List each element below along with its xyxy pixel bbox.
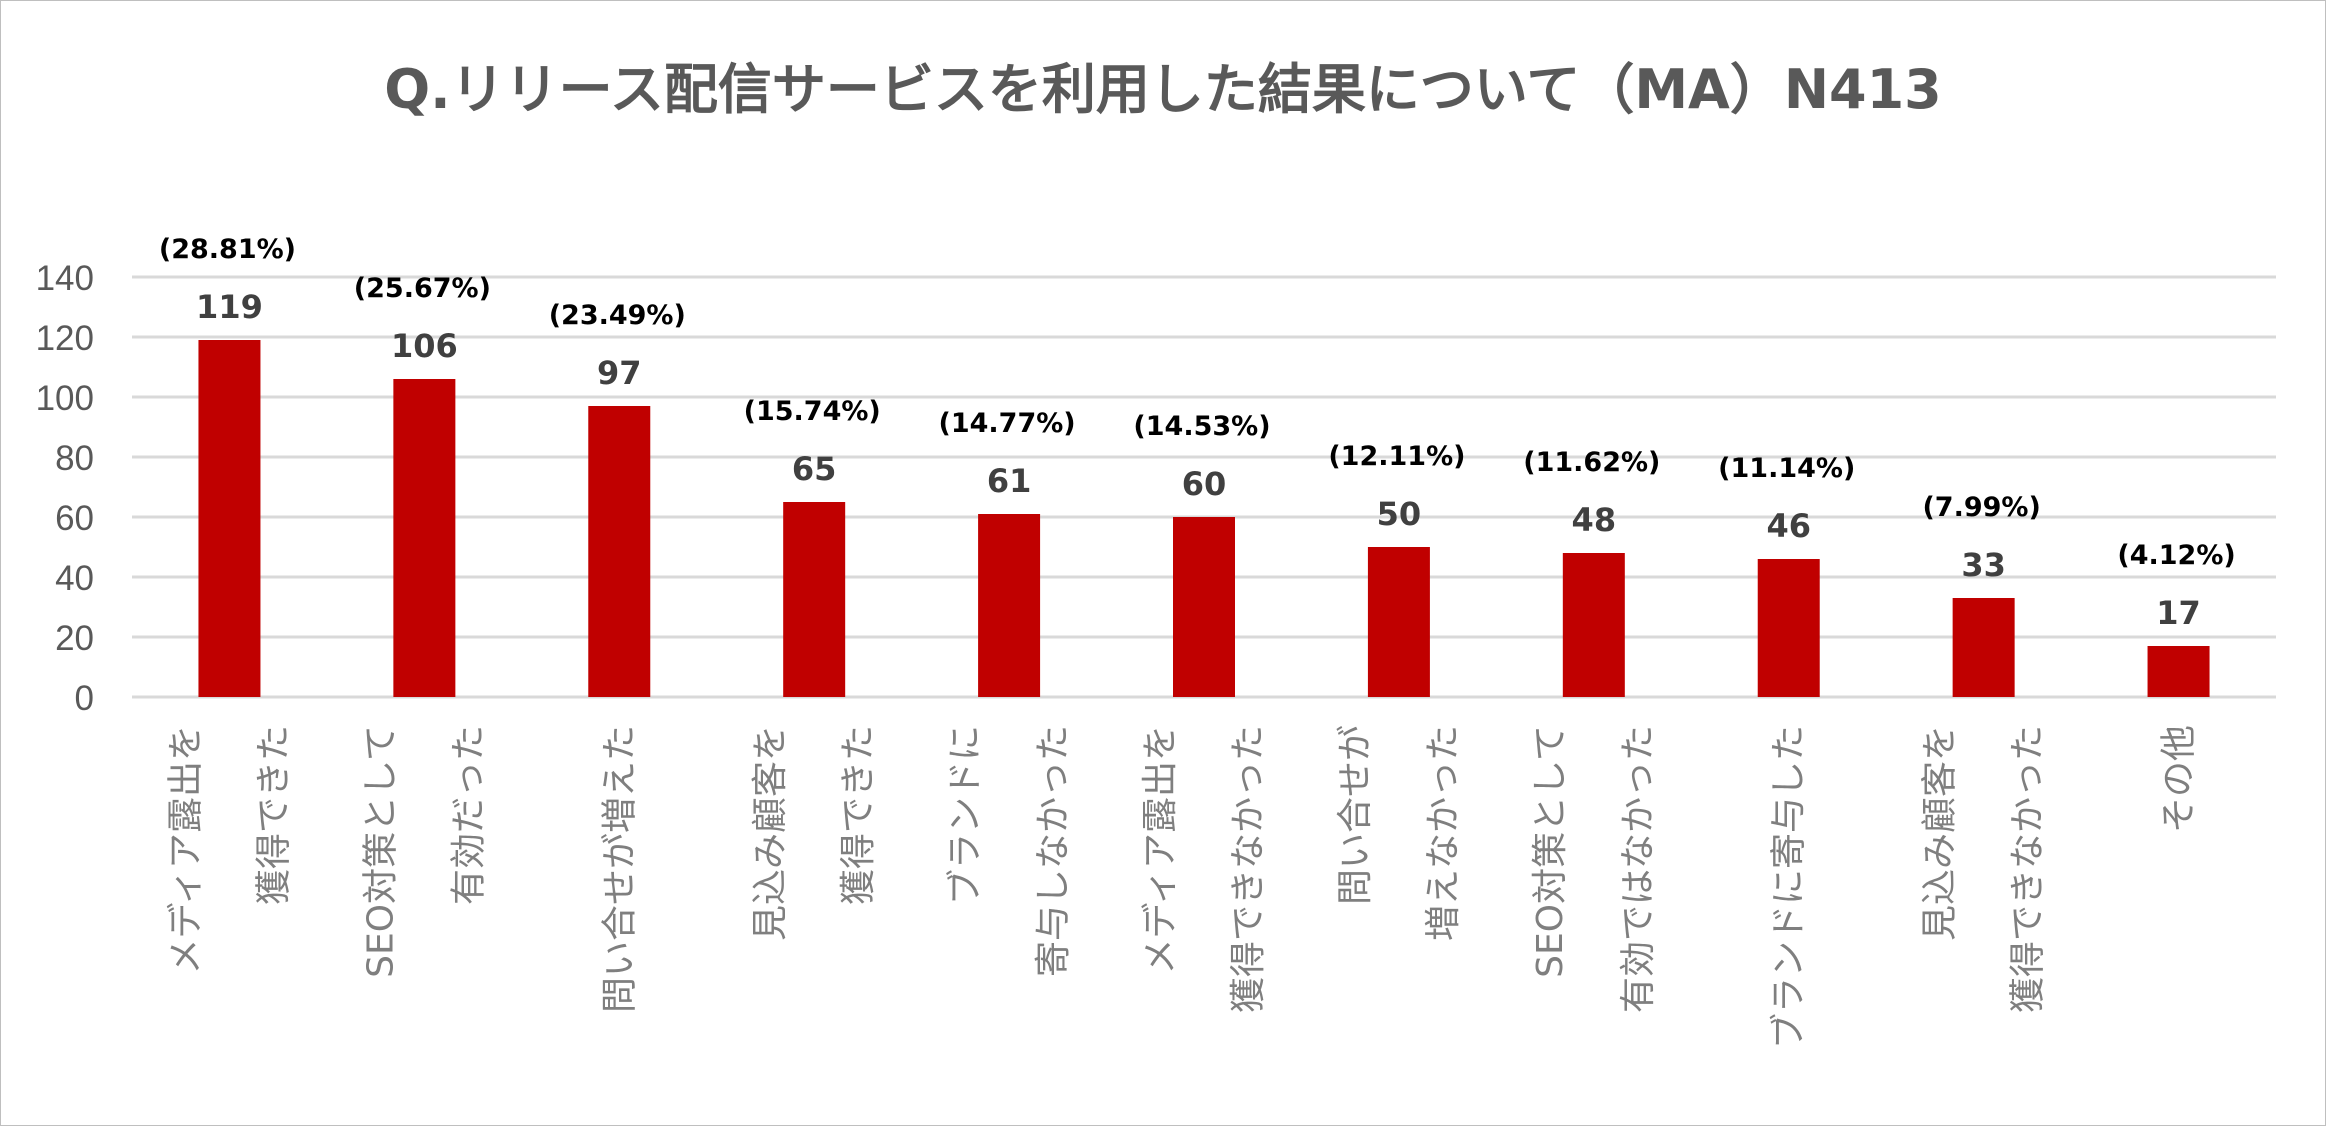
y-tick-label: 140: [36, 259, 94, 298]
gridlines: [132, 275, 2276, 699]
category-label: 問い合せが: [1335, 725, 1376, 905]
bar: [393, 379, 456, 697]
value-label: 65: [792, 450, 837, 488]
bar: [1367, 547, 1430, 697]
value-label: 50: [1377, 495, 1422, 533]
category-label: 有効だった: [448, 725, 489, 905]
percent-label: (11.62%): [1523, 447, 1660, 478]
y-tick-label: 80: [55, 439, 94, 478]
percent-label: (14.77%): [939, 408, 1076, 439]
category-label: ブランドに: [945, 725, 986, 905]
bar: [1173, 517, 1235, 697]
category-label: ブランドに寄与した: [1769, 725, 1810, 1049]
value-label: 33: [1961, 546, 2006, 584]
category-label: その他: [2159, 725, 2200, 833]
category-label: 獲得できた: [838, 725, 879, 905]
chart-title: Q.リリース配信サービスを利用した結果について（MA）N413: [384, 58, 1942, 121]
category-label: 寄与しなかった: [1033, 725, 1074, 977]
value-label: 119: [196, 288, 263, 326]
percent-label: (28.81%): [159, 234, 296, 265]
percent-label: (23.49%): [549, 300, 686, 331]
percent-label: (14.53%): [1133, 411, 1270, 442]
percent-label: (7.99%): [1922, 492, 2040, 523]
category-label: 見込み顧客を: [1920, 725, 1961, 941]
percent-labels: (28.81%) (25.67%) (23.49%) (15.74%) (14.77%)…: [159, 234, 2236, 571]
value-label: 106: [391, 327, 458, 365]
category-label: 有効ではなかった: [1618, 725, 1659, 1013]
value-label: 60: [1182, 465, 1227, 503]
bar: [2147, 646, 2210, 697]
bar: [1757, 559, 1820, 697]
percent-label: (15.74%): [744, 396, 881, 427]
bar: [1952, 598, 2015, 697]
category-label: 見込み顧客を: [750, 725, 791, 941]
bar: [198, 340, 261, 697]
category-label: メディア露出を: [1140, 725, 1181, 974]
category-label: 獲得できなかった: [2008, 725, 2049, 1013]
value-label: 61: [987, 462, 1032, 500]
category-label: 獲得できた: [253, 725, 294, 905]
value-label: 48: [1572, 501, 1617, 539]
value-label: 46: [1766, 507, 1811, 545]
bar: [783, 502, 846, 697]
percent-label: (12.11%): [1328, 441, 1465, 472]
y-axis-ticks: 0 20 40 60 80 100 120 140: [36, 259, 94, 718]
percent-label: (11.14%): [1718, 453, 1855, 484]
value-label: 97: [597, 354, 642, 392]
percent-label: (25.67%): [354, 273, 491, 304]
category-label: SEO対策として: [360, 725, 401, 978]
category-label: SEO対策として: [1530, 725, 1571, 978]
y-tick-label: 120: [36, 319, 94, 358]
y-tick-label: 100: [36, 379, 94, 418]
bar: [978, 514, 1041, 697]
y-tick-label: 0: [75, 679, 94, 718]
y-tick-label: 60: [55, 499, 94, 538]
category-label: 獲得できなかった: [1228, 725, 1269, 1013]
percent-label: (4.12%): [2117, 540, 2235, 571]
value-label: 17: [2156, 594, 2201, 632]
bars: [198, 340, 2210, 697]
category-labels: メディア露出を 獲得できた SEO対策として 有効だった 問い合せが増えた 見込み顧客を 獲…: [165, 725, 2199, 1049]
category-label: 問い合せが増えた: [599, 725, 640, 1013]
bar: [1562, 553, 1625, 697]
value-labels: 119 106 97 65 61 60 50 48 46 33 17: [196, 288, 2201, 632]
category-label: メディア露出を: [165, 725, 206, 974]
y-tick-label: 40: [55, 559, 94, 598]
y-tick-label: 20: [55, 619, 94, 658]
bar: [588, 406, 651, 697]
category-label: 増えなかった: [1423, 725, 1464, 941]
